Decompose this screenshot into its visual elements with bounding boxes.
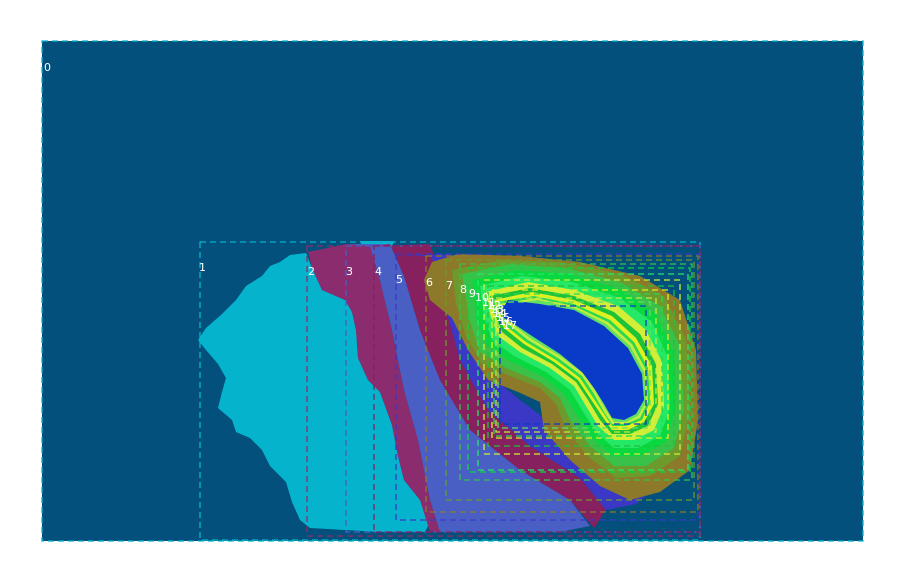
region-15-label: 15: [496, 311, 510, 324]
region-13-label: 13: [490, 303, 504, 316]
region-1-fill: [198, 253, 430, 532]
region-14-outline: [493, 293, 663, 437]
region-3-label: 3: [346, 265, 353, 278]
region-4-fill: [378, 244, 606, 528]
region-14-label: 14: [493, 307, 507, 320]
region-10-outline: [477, 273, 689, 471]
region-8-label: 8: [460, 283, 467, 296]
region-2-fill: [308, 244, 440, 532]
region-11-label: 11: [482, 296, 496, 309]
region-0-outline: [41, 40, 864, 542]
region-3-fill: [346, 244, 590, 532]
region-17-label: 17: [503, 319, 517, 332]
region-9-label: 9: [469, 287, 476, 300]
region-7-label: 7: [446, 279, 453, 292]
region-4-outline: [373, 245, 701, 533]
region-15-outline: [495, 297, 657, 433]
region-5-label: 5: [396, 273, 403, 286]
region-8-outline: [459, 263, 693, 481]
region-16-outline: [497, 301, 651, 429]
region-6-outline: [425, 255, 699, 513]
region-9-outline: [467, 267, 691, 473]
region-12-outline: [487, 285, 675, 447]
region-16-label: 16: [499, 315, 513, 328]
region-2-label: 2: [308, 265, 315, 278]
region-17-outline: [499, 305, 647, 425]
region-11-outline: [483, 279, 681, 455]
region-17-fill: [502, 300, 644, 420]
region-13-outline: [491, 289, 669, 439]
region-2-outline: [306, 245, 701, 537]
region-6-label: 6: [426, 276, 433, 289]
region-1-label: 1: [199, 261, 206, 274]
region-0-label: 0: [44, 61, 51, 74]
region-12-label: 12: [487, 299, 501, 312]
region-1-outline: [199, 241, 701, 541]
region-4-label: 4: [375, 265, 382, 278]
region-7-outline: [445, 259, 695, 501]
region-10-label: 10: [475, 291, 489, 304]
